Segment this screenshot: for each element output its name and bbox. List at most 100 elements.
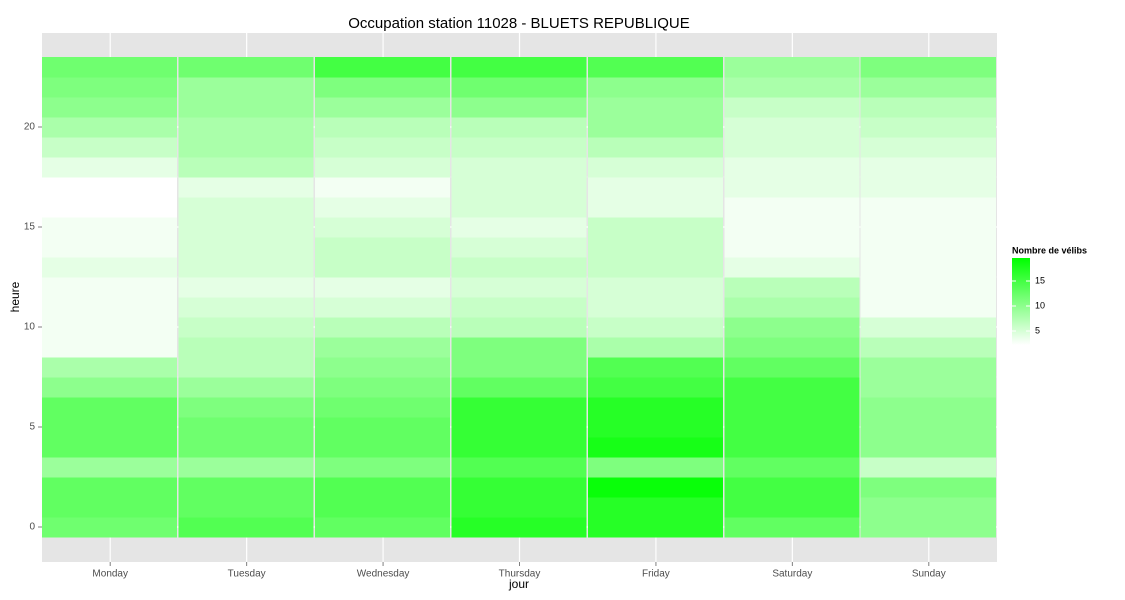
colorbar-label: 15 xyxy=(1035,275,1045,285)
heat-cell xyxy=(860,337,996,358)
heat-cell xyxy=(451,417,587,438)
heat-cell xyxy=(860,57,996,78)
heat-cell xyxy=(860,257,996,278)
heat-cell xyxy=(860,477,996,498)
heat-cell xyxy=(178,97,314,118)
heat-cell xyxy=(178,297,314,318)
heat-cell xyxy=(724,317,860,338)
heat-cell xyxy=(724,117,860,138)
heat-cell xyxy=(178,457,314,478)
heat-cell xyxy=(587,497,723,518)
heat-cell xyxy=(860,277,996,298)
heat-cell xyxy=(587,57,723,78)
heat-cell xyxy=(860,157,996,178)
x-tick-label: Saturday xyxy=(772,569,812,580)
heat-cell xyxy=(724,137,860,158)
heat-cell xyxy=(315,417,451,438)
heat-cell xyxy=(860,417,996,438)
heat-cell xyxy=(451,77,587,98)
heat-cell xyxy=(587,397,723,418)
heat-cell xyxy=(724,257,860,278)
heat-cell xyxy=(42,257,178,278)
heat-cell xyxy=(587,237,723,258)
heat-cell xyxy=(587,97,723,118)
heat-cell xyxy=(587,437,723,458)
heat-cell xyxy=(724,157,860,178)
heat-cell xyxy=(587,137,723,158)
heat-cell xyxy=(860,197,996,218)
heat-cell xyxy=(860,517,996,538)
heat-cell xyxy=(315,97,451,118)
heat-cell xyxy=(451,337,587,358)
heat-cell xyxy=(724,377,860,398)
heat-cell xyxy=(315,517,451,538)
y-tick-label: 10 xyxy=(24,322,36,333)
heat-cell xyxy=(178,437,314,458)
heat-cell xyxy=(587,157,723,178)
heat-cell xyxy=(587,377,723,398)
heat-cell xyxy=(42,177,178,198)
heat-cell xyxy=(451,297,587,318)
heat-cell xyxy=(587,217,723,238)
heat-cell xyxy=(315,177,451,198)
y-axis-label: heure xyxy=(8,281,22,312)
heat-cell xyxy=(178,197,314,218)
heat-cell xyxy=(587,297,723,318)
heat-cell xyxy=(724,217,860,238)
heat-cell xyxy=(451,397,587,418)
heat-cell xyxy=(315,117,451,138)
heat-cell xyxy=(315,437,451,458)
heat-cell xyxy=(451,457,587,478)
heat-cell xyxy=(451,177,587,198)
y-tick-label: 15 xyxy=(24,222,36,233)
heat-cell xyxy=(178,177,314,198)
heat-cell xyxy=(42,337,178,358)
heat-cell xyxy=(178,337,314,358)
heat-cell xyxy=(451,277,587,298)
heat-cell xyxy=(42,457,178,478)
heat-cell xyxy=(178,277,314,298)
heat-cell xyxy=(178,497,314,518)
heat-cell xyxy=(42,397,178,418)
heat-cell xyxy=(315,57,451,78)
heat-cell xyxy=(42,157,178,178)
heat-cell xyxy=(178,57,314,78)
heat-cell xyxy=(860,97,996,118)
x-tick-label: Thursday xyxy=(499,569,541,580)
colorbar-label: 5 xyxy=(1035,325,1040,335)
heat-cell xyxy=(724,497,860,518)
heat-cell xyxy=(42,317,178,338)
heat-cell xyxy=(724,177,860,198)
heat-cell xyxy=(315,277,451,298)
chart-title: Occupation station 11028 - BLUETS REPUBL… xyxy=(348,15,690,32)
x-tick-label: Friday xyxy=(642,569,670,580)
heat-cell xyxy=(315,497,451,518)
heat-cell xyxy=(587,257,723,278)
heat-cell xyxy=(587,337,723,358)
heat-cell xyxy=(724,337,860,358)
heat-cell xyxy=(587,517,723,538)
heat-cell xyxy=(451,497,587,518)
heat-cell xyxy=(178,137,314,158)
heat-cell xyxy=(451,377,587,398)
heat-cell xyxy=(178,217,314,238)
heat-cell xyxy=(42,357,178,378)
heat-cell xyxy=(860,457,996,478)
heat-cell xyxy=(178,317,314,338)
heat-cell xyxy=(42,417,178,438)
heat-cell xyxy=(451,137,587,158)
heat-cell xyxy=(860,497,996,518)
heat-cell xyxy=(724,97,860,118)
heat-cell xyxy=(178,257,314,278)
heat-cell xyxy=(587,317,723,338)
heat-cell xyxy=(860,397,996,418)
heat-cell xyxy=(724,197,860,218)
heat-cell xyxy=(178,237,314,258)
x-tick-label: Sunday xyxy=(912,569,946,580)
heat-cell xyxy=(587,277,723,298)
heat-cell xyxy=(42,277,178,298)
heat-cell xyxy=(724,57,860,78)
heat-cell xyxy=(178,377,314,398)
heat-cell xyxy=(315,377,451,398)
heat-cell xyxy=(451,217,587,238)
